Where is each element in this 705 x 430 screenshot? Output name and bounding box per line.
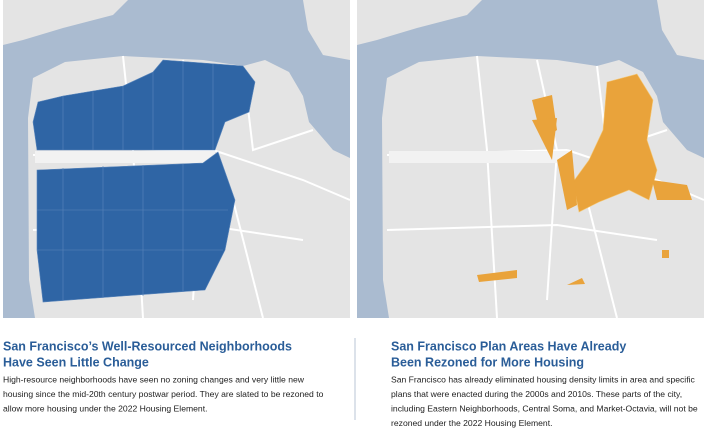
panel-body: San Francisco has already eliminated hou… — [391, 374, 696, 384]
panel-title: San Francisco Plan Areas Have Already — [391, 339, 626, 353]
panel-body: High-resource neighborhoods have seen no… — [3, 374, 305, 384]
panel-title: Been Rezoned for More Housing — [391, 355, 584, 369]
panel-title: San Francisco’s Well-Resourced Neighborh… — [3, 339, 292, 353]
panel-body: allow more housing under the 2022 Housin… — [3, 403, 207, 413]
map-right — [356, 0, 705, 319]
map-left — [2, 0, 351, 319]
panel-title: Have Seen Little Change — [3, 355, 149, 369]
panel-body: rezoned under the 2022 Housing Element. — [391, 418, 552, 428]
panel-body: plans that were enacted during the 2000s… — [391, 389, 682, 399]
panel-body: including Eastern Neighborhoods, Central… — [391, 403, 698, 413]
panel-body: housing since the mid-20th century postw… — [3, 389, 324, 399]
